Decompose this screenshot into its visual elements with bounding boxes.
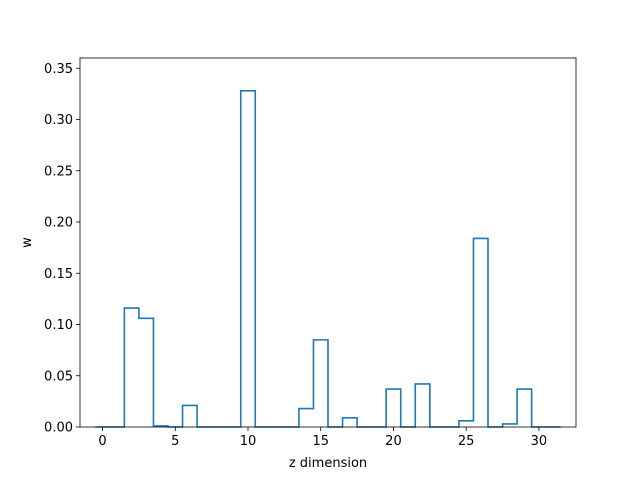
x-tick-label: 30: [531, 434, 548, 449]
y-tick-label: 0.20: [44, 216, 73, 231]
y-tick-label: 0.05: [44, 369, 73, 384]
x-tick-label: 5: [171, 434, 179, 449]
x-axis: 0 5 10 15 20 25 30: [98, 427, 547, 449]
y-tick-label: 0.10: [44, 318, 73, 333]
x-tick-label: 15: [312, 434, 329, 449]
y-axis-label: w: [20, 237, 35, 248]
plot-frame: [79, 57, 577, 428]
y-tick-label: 0.00: [44, 421, 73, 436]
x-tick-label: 20: [385, 434, 402, 449]
y-tick-label: 0.15: [44, 267, 73, 282]
y-tick-label: 0.30: [44, 113, 73, 128]
x-tick-label: 10: [240, 434, 257, 449]
x-tick-label: 25: [458, 434, 475, 449]
y-tick-label: 0.25: [44, 164, 73, 179]
x-tick-label: 0: [98, 434, 106, 449]
y-axis: 0.00 0.05 0.10 0.15 0.20 0.25 0.30 0.35: [44, 62, 80, 436]
y-tick-label: 0.35: [44, 62, 73, 77]
x-axis-label: z dimension: [289, 456, 367, 471]
